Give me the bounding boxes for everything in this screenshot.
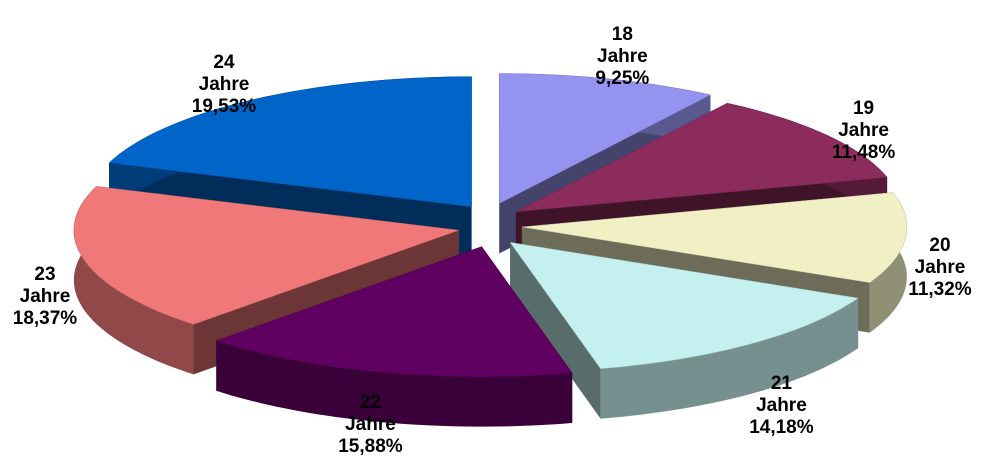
category-label: 24 Jahre [198,52,250,96]
slice [108,76,472,207]
value-label: 11,32% [908,278,972,300]
category-label: 23 Jahre [19,263,71,307]
category-label: 20 Jahre [914,234,966,278]
slice [521,192,908,283]
value-label: 18,37% [12,307,78,329]
slice [215,246,573,377]
category-label: 19 Jahre [838,98,889,142]
slice-label: 18 Jahre 9,25% [577,24,667,90]
category-label: 18 Jahre [597,23,648,67]
slice-label: 21 Jahre 14,18% [736,373,826,439]
value-label: 19,53% [191,96,257,118]
slice [498,73,712,204]
slice-label: 22 Jahre 15,88% [325,392,415,458]
slice-label: 19 Jahre 11,48% [819,98,909,164]
value-label: 14,18% [749,417,814,439]
slice-label: 23 Jahre 18,37% [0,264,90,330]
value-label: 9,25% [595,67,650,89]
slice-label: 24 Jahre 19,53% [179,52,269,118]
value-label: 11,48% [831,142,896,164]
slice [509,242,859,369]
slice-label: 20 Jahre 11,32% [895,235,985,301]
category-label: 21 Jahre [756,373,807,417]
value-label: 15,88% [338,436,403,457]
slice [515,102,888,213]
slice-side [510,242,601,419]
slice-wall [73,186,194,375]
slice-wall [600,298,859,419]
slice [73,186,459,325]
category-label: 22 Jahre [345,392,396,435]
